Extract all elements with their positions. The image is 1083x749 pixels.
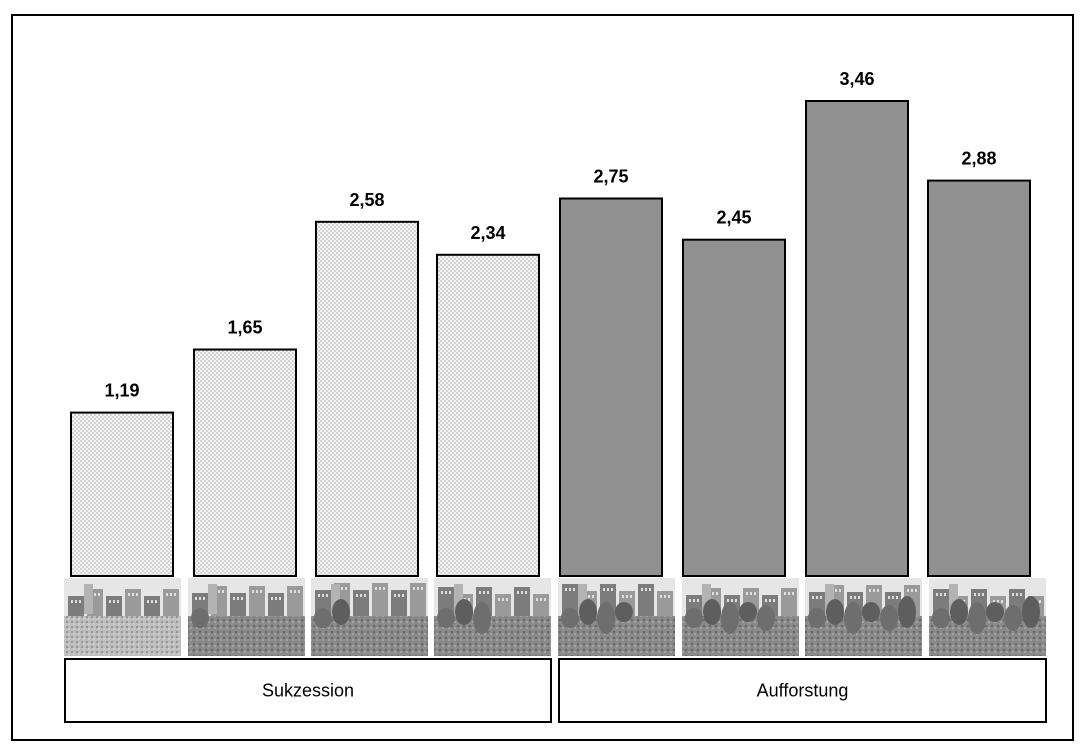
- category-label-sukzession: Sukzession: [262, 681, 354, 701]
- bar-1: [70, 411, 174, 577]
- bar-value-label-1: 1,19: [104, 381, 139, 401]
- bar-6: [682, 238, 786, 577]
- bar-value-label-4: 2,34: [470, 223, 505, 243]
- photo-thumbnail-2-urban-fallow-tall-grass: [188, 578, 305, 656]
- bar-3: [315, 220, 419, 578]
- photo-thumbnail-6-afforestation-grass-saplings: [682, 578, 799, 656]
- category-groups-layer: Sukzession Aufforstung: [64, 658, 1047, 723]
- bar-value-label-6: 2,45: [716, 208, 751, 228]
- bar-value-label-8: 2,88: [961, 149, 996, 169]
- bar-8: [927, 179, 1031, 577]
- photo-thumbnail-3-urban-fallow-shrubs-tree: [311, 578, 428, 656]
- photo-thumbnail-4-urban-fallow-dense-shrubs: [434, 578, 551, 656]
- photo-thumbnail-8-afforestation-dense-young-trees: [929, 578, 1046, 656]
- bar-value-label-7: 3,46: [839, 69, 874, 89]
- bar-2: [193, 348, 297, 577]
- bar-5: [559, 197, 663, 577]
- category-box-sukzession: [64, 658, 552, 723]
- photo-thumbnail-1-urban-fallow-gravel: [64, 578, 181, 656]
- bar-4: [436, 253, 540, 578]
- bar-7: [805, 100, 909, 577]
- value-labels-layer: 1,19 1,65 2,58 2,34 2,75 2,45 3,46 2,88: [104, 69, 996, 401]
- thumbnails-layer: [64, 578, 1046, 656]
- bar-value-label-5: 2,75: [593, 167, 628, 187]
- photo-thumbnail-7-afforestation-tree-rows: [805, 578, 922, 656]
- bars-layer: [70, 100, 1031, 578]
- bar-value-label-3: 2,58: [349, 190, 384, 210]
- photo-thumbnail-5-afforestation-young-meadow: [558, 578, 675, 656]
- category-label-aufforstung: Aufforstung: [757, 681, 849, 701]
- bar-value-label-2: 1,65: [227, 318, 262, 338]
- category-box-aufforstung: [558, 658, 1047, 723]
